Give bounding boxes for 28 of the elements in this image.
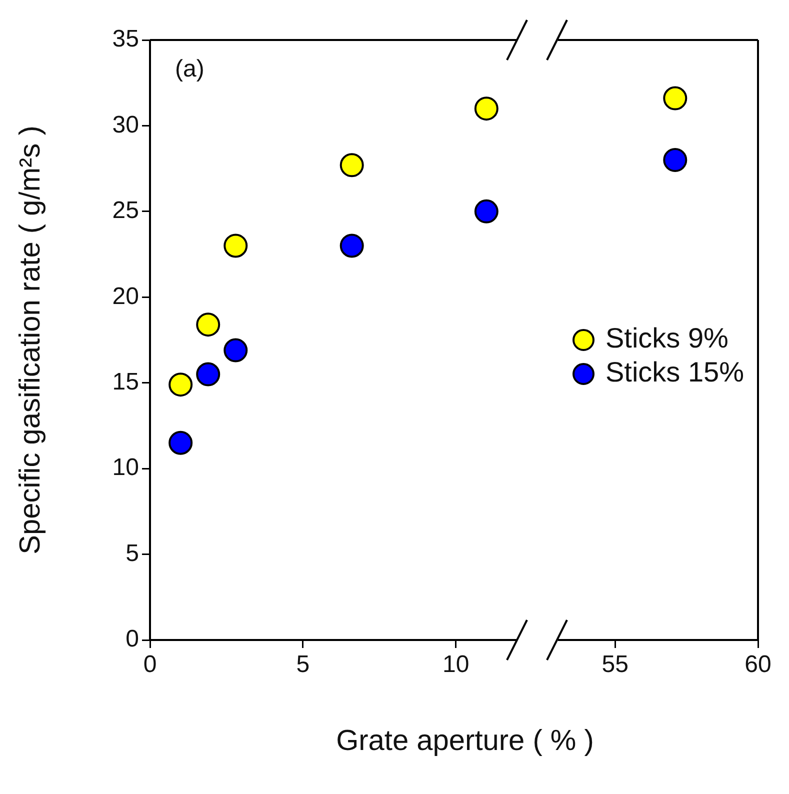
point xyxy=(224,338,248,362)
y-tick-label: 5 xyxy=(126,540,139,567)
legend-label: Sticks 9% xyxy=(606,322,728,354)
x-tick-label: 0 xyxy=(143,651,157,678)
point xyxy=(196,362,220,386)
point xyxy=(340,153,364,178)
x-tick-label: 60 xyxy=(744,651,772,678)
x-tick-label: 55 xyxy=(602,651,628,678)
x-axis-title: Grate aperture ( % ) xyxy=(335,725,595,758)
legend-label: Sticks 15% xyxy=(606,356,744,388)
annotation: (a) xyxy=(175,56,204,83)
point xyxy=(474,199,498,224)
point xyxy=(474,96,498,121)
point xyxy=(196,312,220,337)
y-axis-title: Specific gasification rate ( g/m²s ) xyxy=(14,126,46,554)
y-tick-label: 0 xyxy=(126,626,139,653)
y-tick-label: 15 xyxy=(112,368,139,396)
point xyxy=(340,234,364,258)
point xyxy=(168,430,193,455)
x-tick-label: 10 xyxy=(442,651,470,678)
x-tick-label: 5 xyxy=(296,651,310,678)
point xyxy=(224,234,248,258)
y-tick-label: 25 xyxy=(112,197,139,224)
y-tick-label: 10 xyxy=(112,454,139,482)
y-tick-label: 20 xyxy=(112,282,139,310)
y-tick-label: 30 xyxy=(112,111,139,138)
point xyxy=(168,372,193,397)
y-tick-label: 35 xyxy=(112,26,139,53)
